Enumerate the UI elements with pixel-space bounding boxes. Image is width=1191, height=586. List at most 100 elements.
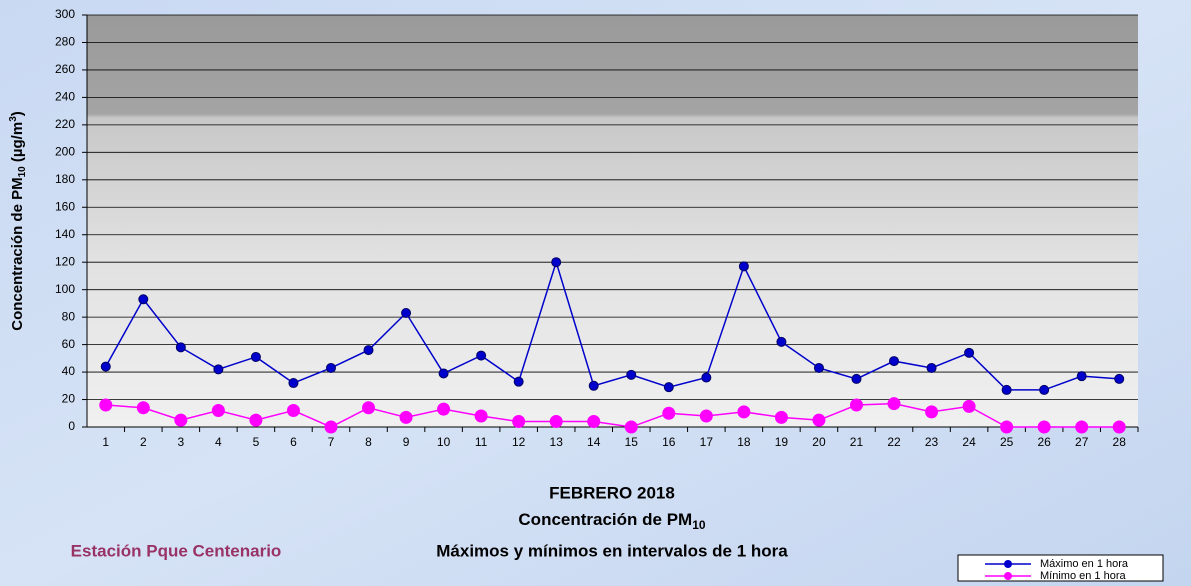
data-point [965, 348, 974, 357]
data-point [552, 258, 561, 267]
x-tick-label: 19 [775, 435, 789, 449]
x-tick-label: 4 [215, 435, 222, 449]
data-point [625, 421, 637, 433]
data-point [475, 410, 487, 422]
x-tick-label: 12 [512, 435, 526, 449]
y-label-sub: 10 [17, 166, 28, 178]
data-point [739, 262, 748, 271]
y-tick-label: 260 [55, 62, 75, 76]
x-tick-label: 27 [1075, 435, 1089, 449]
data-point [326, 363, 335, 372]
x-tick-label: 15 [625, 435, 639, 449]
data-point [175, 414, 187, 426]
data-point [1002, 385, 1011, 394]
y-tick-label: 0 [68, 419, 75, 433]
data-point [325, 421, 337, 433]
chart: Concentración de PM10 (µg/m3) FEBRERO 20… [0, 0, 1191, 586]
y-tick-label: 40 [62, 364, 76, 378]
data-point [1077, 372, 1086, 381]
y-tick-label: 240 [55, 90, 75, 104]
y-axis-label: Concentración de PM10 (µg/m3) [8, 111, 28, 331]
y-tick-label: 160 [55, 199, 75, 213]
data-point [926, 406, 938, 418]
data-point [513, 416, 525, 428]
data-point [214, 365, 223, 374]
data-point [176, 343, 185, 352]
data-point [888, 398, 900, 410]
data-point [139, 295, 148, 304]
data-point [589, 381, 598, 390]
data-point [287, 405, 299, 417]
data-point [814, 363, 823, 372]
plot-area [87, 15, 1138, 427]
title-line2: Concentración de PM10 [518, 510, 705, 532]
data-point [212, 405, 224, 417]
legend-label: Mínimo en 1 hora [1040, 570, 1126, 582]
data-point [289, 379, 298, 388]
y-label-mid: (µg/m [9, 122, 26, 166]
data-point [514, 377, 523, 386]
data-point [1113, 421, 1125, 433]
y-tick-label: 140 [55, 227, 75, 241]
data-point [100, 399, 112, 411]
data-point [1076, 421, 1088, 433]
x-tick-label: 3 [177, 435, 184, 449]
data-point [927, 363, 936, 372]
x-tick-label: 6 [290, 435, 297, 449]
x-tick-label: 18 [737, 435, 751, 449]
y-tick-label: 100 [55, 282, 75, 296]
y-tick-label: 180 [55, 172, 75, 186]
legend-marker [1004, 560, 1012, 568]
x-tick-label: 28 [1113, 435, 1127, 449]
x-tick-label: 26 [1037, 435, 1051, 449]
data-point [963, 400, 975, 412]
y-tick-label: 220 [55, 117, 75, 131]
x-tick-label: 25 [1000, 435, 1014, 449]
title-line1: FEBRERO 2018 [549, 483, 675, 502]
y-tick-label: 280 [55, 35, 75, 49]
data-point [702, 373, 711, 382]
data-point [852, 374, 861, 383]
data-point [890, 357, 899, 366]
x-tick-label: 5 [253, 435, 260, 449]
data-point [588, 416, 600, 428]
data-point [477, 351, 486, 360]
data-point [251, 352, 260, 361]
y-tick-label: 60 [62, 337, 76, 351]
data-point [1001, 421, 1013, 433]
x-tick-label: 9 [403, 435, 410, 449]
data-point [438, 403, 450, 415]
data-point [1038, 421, 1050, 433]
x-tick-label: 11 [475, 435, 488, 449]
data-point [664, 383, 673, 392]
x-tick-label: 13 [550, 435, 564, 449]
y-tick-label: 20 [62, 392, 76, 406]
data-point [101, 362, 110, 371]
data-point [738, 406, 750, 418]
y-label-text: Concentración de PM [9, 177, 26, 330]
y-tick-label: 300 [55, 7, 75, 21]
data-point [250, 414, 262, 426]
data-point [364, 346, 373, 355]
x-tick-label: 7 [328, 435, 335, 449]
data-point [137, 402, 149, 414]
y-label-end: ) [9, 111, 26, 116]
data-point [850, 399, 862, 411]
x-tick-label: 2 [140, 435, 147, 449]
data-point [439, 369, 448, 378]
x-tick-label: 14 [587, 435, 601, 449]
x-tick-label: 20 [812, 435, 826, 449]
x-tick-label: 22 [887, 435, 901, 449]
data-point [400, 411, 412, 423]
data-point [1115, 374, 1124, 383]
x-tick-label: 23 [925, 435, 939, 449]
title-line2-sub: 10 [692, 518, 706, 532]
y-tick-label: 80 [62, 309, 76, 323]
x-tick-label: 8 [365, 435, 372, 449]
data-point [1040, 385, 1049, 394]
title-line3: Máximos y mínimos en intervalos de 1 hor… [436, 541, 788, 560]
data-point [627, 370, 636, 379]
x-tick-label: 17 [700, 435, 714, 449]
legend-marker [1004, 572, 1012, 580]
x-tick-label: 10 [437, 435, 451, 449]
